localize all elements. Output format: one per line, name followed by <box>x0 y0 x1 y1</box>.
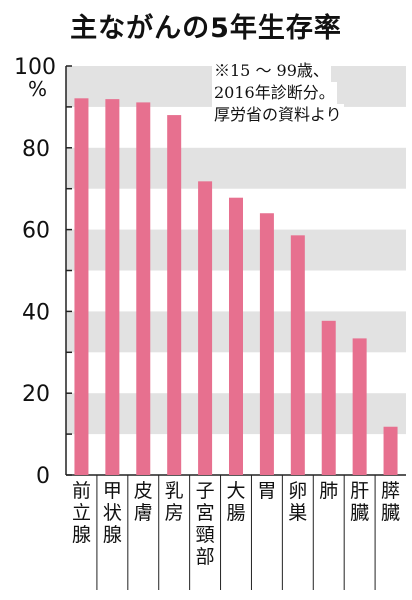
y-tick-label: 40 <box>22 300 50 325</box>
bar <box>167 115 182 475</box>
category-label: 大腸 <box>226 480 245 524</box>
y-tick-label: 80 <box>22 137 50 162</box>
bar <box>105 99 120 475</box>
y-tick-label: 20 <box>22 382 50 407</box>
category-label: 甲状腺 <box>103 480 122 546</box>
bar <box>136 102 151 475</box>
category-label: 乳房 <box>165 480 184 524</box>
bar <box>74 98 89 475</box>
category-label: 胃 <box>257 480 276 502</box>
grid-band <box>66 147 406 189</box>
note-line: ※15 〜 99歳、 <box>212 60 331 82</box>
category-label: 前立腺 <box>72 480 91 546</box>
note-line: 2016年診断分。 <box>212 82 337 104</box>
category-label: 肺 <box>319 480 338 502</box>
category-label: 子宮頸部 <box>196 480 215 568</box>
y-tick-label: 60 <box>22 219 50 244</box>
bar <box>321 320 336 475</box>
bar <box>383 426 398 475</box>
y-unit-label: % <box>28 77 47 101</box>
bar <box>198 181 213 475</box>
bar <box>259 213 274 476</box>
category-label: 卵巣 <box>288 480 307 524</box>
note-line: 厚労省の資料より <box>212 104 344 126</box>
category-label: 肝臓 <box>350 480 369 524</box>
bar <box>352 338 367 475</box>
chart-title: 主ながんの5年生存率 <box>70 13 342 44</box>
y-tick-label: 0 <box>36 464 50 489</box>
source-note: ※15 〜 99歳、 2016年診断分。 厚労省の資料より <box>212 60 407 126</box>
category-label: 皮膚 <box>134 480 153 524</box>
category-label: 膵臓 <box>381 480 400 524</box>
bar <box>290 235 305 475</box>
bar <box>229 197 243 475</box>
y-tick-label: 100 <box>14 55 56 80</box>
